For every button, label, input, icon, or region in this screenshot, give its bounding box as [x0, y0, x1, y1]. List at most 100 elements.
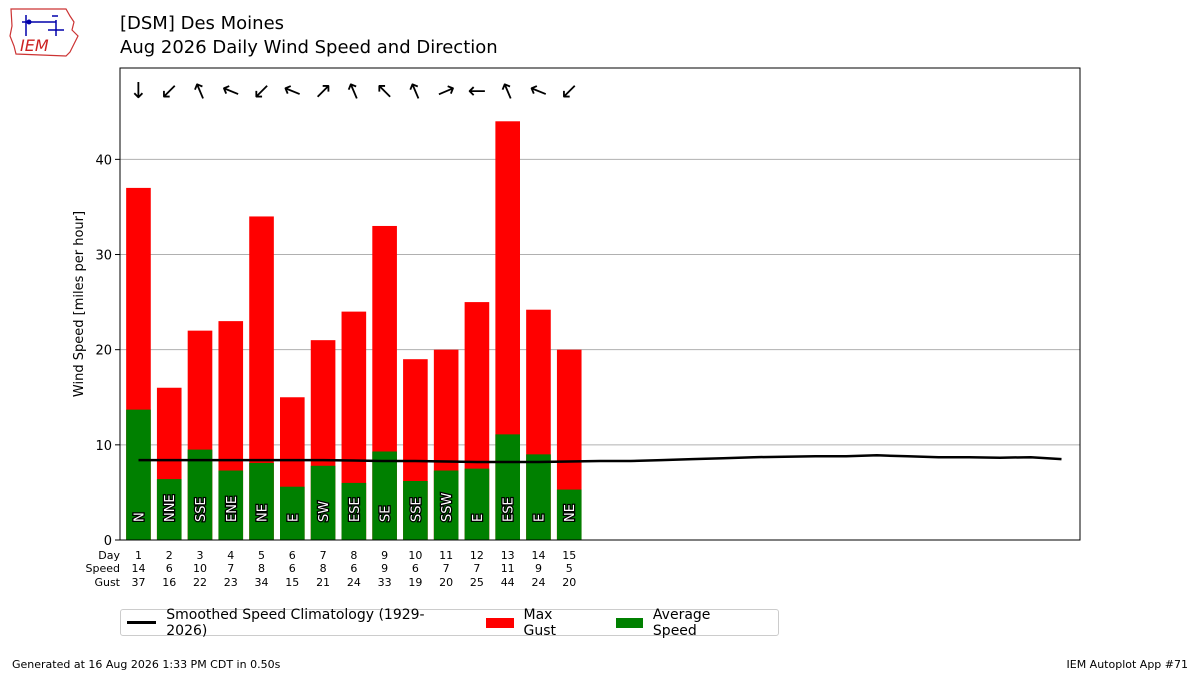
direction-label: ESE	[502, 497, 517, 522]
y-tick-label: 20	[95, 344, 112, 359]
legend: Smoothed Speed Climatology (1929-2026) M…	[120, 606, 779, 639]
speed-bar	[280, 486, 305, 540]
direction-arrow: ↗	[314, 79, 332, 104]
y-tick-label: 0	[104, 534, 112, 549]
speed-value: 6	[166, 562, 173, 575]
speed-value: 8	[320, 562, 327, 575]
y-tick-label: 40	[95, 153, 112, 168]
app-footer: IEM Autoplot App #71	[1066, 658, 1189, 671]
direction-arrow: ↗	[433, 76, 459, 106]
direction-label: N	[132, 512, 147, 522]
direction-arrow: ←	[217, 76, 243, 106]
direction-arrow: ↖	[187, 76, 213, 106]
direction-label: SW	[317, 501, 332, 522]
speed-value: 6	[412, 562, 419, 575]
day-value: 6	[289, 549, 296, 562]
direction-arrow: ←	[279, 76, 305, 106]
speed-bar	[187, 449, 213, 540]
speed-bar	[249, 462, 274, 540]
speed-bar	[464, 468, 490, 540]
day-value: 14	[531, 549, 545, 562]
direction-arrow: ↙	[252, 79, 270, 104]
gust-value: 22	[193, 576, 207, 589]
row-label-speed: Speed	[86, 562, 120, 575]
speed-bar	[310, 465, 336, 540]
gust-value: 21	[316, 576, 330, 589]
legend-item-climatology: Smoothed Speed Climatology (1929-2026)	[127, 607, 458, 639]
gust-value: 24	[531, 576, 545, 589]
speed-bar	[341, 482, 367, 540]
gust-value: 24	[347, 576, 361, 589]
iem-logo: IEM	[9, 8, 79, 57]
gust-value: 19	[408, 576, 422, 589]
gust-value: 37	[131, 576, 145, 589]
speed-value: 7	[227, 562, 234, 575]
direction-arrow: ↖	[402, 76, 428, 106]
speed-bar	[372, 451, 397, 540]
speed-bar	[403, 481, 428, 540]
legend-gust-swatch	[486, 617, 514, 628]
speed-bar	[556, 489, 582, 540]
day-value: 15	[562, 549, 576, 562]
day-value: 10	[408, 549, 422, 562]
chart-title: [DSM] Des Moines	[120, 13, 285, 34]
gust-value: 20	[562, 576, 576, 589]
y-tick-label: 10	[95, 439, 112, 454]
day-value: 12	[470, 549, 484, 562]
wind-chart: N NNE SSE ENE NE E SW ESE SE SSE SSW E ESE E NE ↓ ↙ ↖ ← ↙ ←…	[72, 67, 1081, 589]
day-value: 1	[135, 549, 142, 562]
speed-bar	[433, 470, 459, 540]
direction-arrow: ←	[525, 76, 551, 106]
speed-value: 11	[501, 562, 515, 575]
direction-label: NE	[256, 504, 271, 522]
direction-label: ENE	[225, 496, 240, 522]
speed-bar	[218, 470, 244, 540]
direction-label: SSW	[440, 492, 455, 522]
speed-value: 9	[381, 562, 388, 575]
legend-label-climatology: Smoothed Speed Climatology (1929-2026)	[166, 606, 425, 639]
logo-text: IEM	[20, 36, 49, 55]
speed-value: 14	[131, 562, 145, 575]
y-tick-label: 30	[95, 249, 112, 264]
direction-arrow: ↓	[129, 79, 147, 104]
legend-item-max-gust: Max Gust	[486, 607, 587, 639]
legend-line-swatch	[127, 621, 157, 624]
direction-label: E	[286, 514, 301, 522]
day-value: 2	[166, 549, 173, 562]
speed-value: 7	[443, 562, 450, 575]
speed-bar	[526, 454, 551, 540]
day-value: 5	[258, 549, 265, 562]
day-value: 13	[501, 549, 515, 562]
speed-value: 8	[258, 562, 265, 575]
climatology-line	[138, 454, 1062, 464]
direction-label: SSE	[409, 497, 424, 522]
legend-label-max-gust: Max Gust	[523, 606, 557, 639]
direction-arrow: ↖	[375, 79, 393, 104]
gust-value: 25	[470, 576, 484, 589]
row-label-day: Day	[98, 549, 120, 562]
day-value: 3	[197, 549, 204, 562]
speed-bar	[126, 409, 151, 540]
day-value: 11	[439, 549, 453, 562]
day-value: 7	[320, 549, 327, 562]
direction-arrow: ↖	[494, 76, 520, 106]
speed-value: 10	[193, 562, 207, 575]
speed-bar	[495, 434, 520, 540]
chart-subtitle: Aug 2026 Daily Wind Speed and Direction	[120, 37, 498, 58]
generated-footer: Generated at 16 Aug 2026 1:33 PM CDT in …	[12, 658, 281, 671]
gust-value: 33	[378, 576, 392, 589]
speed-value: 6	[289, 562, 296, 575]
speed-value: 6	[350, 562, 357, 575]
direction-arrow: ↙	[560, 79, 578, 104]
speed-value: 5	[566, 562, 573, 575]
direction-label: E	[471, 514, 486, 522]
speed-value: 7	[473, 562, 480, 575]
gust-value: 23	[224, 576, 238, 589]
direction-label: NE	[563, 504, 578, 522]
legend-label-average-speed: Average Speed	[652, 606, 711, 639]
gust-value: 20	[439, 576, 453, 589]
direction-label: E	[532, 514, 547, 522]
direction-label: NNE	[163, 494, 178, 522]
direction-arrow: ←	[468, 79, 486, 104]
legend-item-average-speed: Average Speed	[615, 606, 756, 639]
